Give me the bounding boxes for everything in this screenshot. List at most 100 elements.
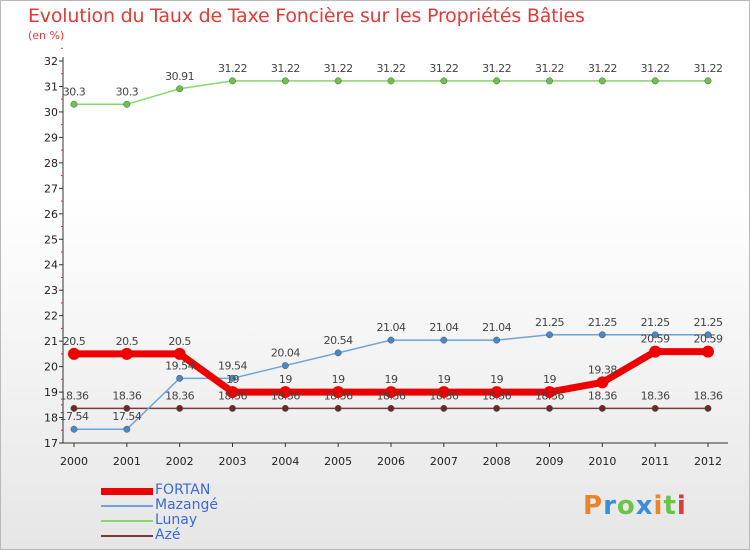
data-label-fortan: 19	[385, 373, 398, 386]
data-point-lunay	[387, 77, 395, 85]
chart-unit: (en %)	[28, 29, 65, 42]
logo-letter: P	[583, 491, 604, 521]
data-label-fortan: 20.5	[63, 335, 86, 348]
data-point-fortan	[385, 386, 397, 399]
data-label-lunay: 31.22	[588, 62, 617, 75]
data-label-mazangé: 20.04	[271, 347, 300, 360]
data-point-mazangé	[281, 362, 289, 370]
proxiti-logo: Proxiti	[583, 491, 687, 521]
data-point-mazangé	[176, 374, 184, 382]
data-label-mazangé: 21.04	[482, 321, 511, 334]
data-label-azé: 18.36	[218, 389, 247, 402]
y-tick-label: 24	[44, 259, 58, 272]
y-tick-label: 17	[44, 437, 58, 450]
x-tick-label: 2004	[271, 455, 299, 468]
y-tick-label: 28	[44, 157, 58, 170]
data-point-fortan	[226, 386, 239, 399]
data-point-fortan	[332, 386, 345, 399]
legend-label: Azé	[155, 527, 181, 543]
data-point-lunay	[440, 77, 448, 85]
data-label-mazangé: 19.54	[218, 359, 247, 372]
data-label-fortan: 20.5	[116, 335, 139, 348]
data-label-azé: 18.36	[377, 389, 406, 402]
data-point-mazangé	[387, 336, 395, 344]
logo-letter: o	[616, 491, 636, 521]
data-label-lunay: 31.22	[535, 62, 564, 75]
x-tick-label: 2000	[60, 455, 88, 468]
data-point-azé	[70, 404, 78, 412]
data-label-lunay: 31.22	[218, 62, 247, 75]
x-tick-label: 2009	[536, 455, 564, 468]
data-label-mazangé: 21.04	[429, 321, 458, 334]
data-label-fortan: 20.59	[641, 333, 670, 346]
x-tick-label: 2012	[694, 455, 722, 468]
y-tick-label: 27	[44, 182, 58, 195]
data-point-lunay	[70, 100, 78, 108]
data-point-mazangé	[123, 425, 131, 433]
logo-letter: x	[635, 491, 654, 521]
y-tick-label: 23	[44, 284, 58, 297]
data-point-fortan	[649, 345, 662, 358]
legend-label: Mazangé	[155, 497, 218, 513]
data-label-lunay: 30.3	[63, 85, 86, 98]
data-label-azé: 18.36	[588, 389, 617, 402]
data-point-lunay	[704, 77, 712, 85]
data-label-mazangé: 21.25	[641, 316, 670, 329]
data-label-fortan: 20.59	[694, 333, 723, 346]
data-label-lunay: 31.22	[482, 62, 511, 75]
legend-swatch	[101, 535, 153, 537]
data-label-azé: 18.36	[324, 389, 353, 402]
x-tick-label: 2002	[166, 455, 194, 468]
data-point-fortan	[120, 347, 133, 360]
data-point-lunay	[123, 100, 131, 108]
data-label-fortan: 19.38	[588, 363, 617, 376]
data-point-lunay	[334, 77, 342, 85]
legend-swatch	[101, 505, 153, 507]
data-point-fortan	[68, 347, 80, 360]
data-point-azé	[651, 404, 659, 412]
y-tick-label: 20	[44, 361, 58, 374]
data-point-mazangé	[651, 331, 659, 339]
y-tick-label: 19	[44, 386, 58, 399]
data-point-azé	[493, 404, 501, 412]
data-label-azé: 18.36	[482, 389, 511, 402]
data-point-lunay	[651, 77, 659, 85]
data-point-mazangé	[70, 425, 78, 433]
x-tick-label: 2001	[113, 455, 141, 468]
data-point-mazangé	[493, 336, 501, 344]
data-point-lunay	[229, 77, 236, 85]
data-point-lunay	[493, 77, 501, 85]
data-point-fortan	[490, 386, 503, 399]
data-point-azé	[123, 404, 131, 412]
data-point-fortan	[702, 345, 714, 358]
data-label-fortan: 19	[543, 373, 556, 386]
legend-swatch	[101, 520, 153, 522]
data-point-fortan	[437, 386, 450, 399]
y-tick-label: 25	[44, 233, 58, 246]
data-label-fortan: 20.5	[168, 335, 191, 348]
data-label-mazangé: 21.25	[535, 316, 564, 329]
data-label-mazangé: 21.25	[588, 316, 617, 329]
data-label-azé: 18.36	[641, 389, 670, 402]
data-label-fortan: 19	[490, 373, 503, 386]
data-label-mazangé: 17.54	[60, 410, 89, 423]
data-point-fortan	[279, 386, 292, 399]
y-tick-label: 31	[44, 80, 58, 93]
data-label-azé: 18.36	[165, 389, 194, 402]
logo-letter: r	[603, 491, 617, 521]
data-point-mazangé	[440, 336, 448, 344]
data-point-mazangé	[704, 331, 712, 339]
data-label-lunay: 31.22	[271, 62, 300, 75]
y-tick-label: 32	[44, 55, 58, 68]
data-label-azé: 18.36	[60, 389, 89, 402]
data-point-mazangé	[546, 331, 553, 339]
data-label-lunay: 30.91	[165, 70, 194, 83]
y-tick-label: 21	[44, 335, 58, 348]
x-tick-label: 2010	[588, 455, 616, 468]
y-tick-label: 30	[44, 106, 58, 119]
data-point-azé	[281, 404, 289, 412]
data-point-azé	[229, 404, 236, 412]
x-tick-label: 2005	[324, 455, 352, 468]
